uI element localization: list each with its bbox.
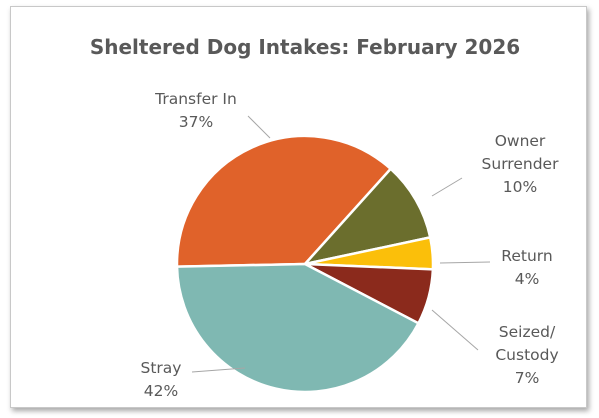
value-label: 10% (502, 177, 538, 196)
pie-slice (301, 167, 432, 267)
leader-line (247, 115, 271, 139)
leader-line (191, 367, 246, 373)
leader-line (439, 261, 491, 264)
category-label: Owner Surrender (481, 131, 559, 173)
category-label: Seized/ Custody (495, 322, 559, 364)
data-label: Owner Surrender 10% (465, 130, 575, 199)
value-label: 4% (514, 270, 540, 288)
data-label: Return 4% (487, 245, 567, 291)
value-label: 37% (178, 113, 214, 131)
data-label: Transfer In 37% (131, 88, 261, 134)
leader-line (431, 309, 479, 351)
pie-slice (175, 262, 421, 394)
value-label: 42% (143, 382, 179, 400)
category-label: Stray (140, 359, 182, 377)
value-label: 7% (514, 368, 540, 387)
leader-line (431, 177, 463, 197)
category-label: Return (501, 247, 553, 265)
data-label: Stray 42% (121, 357, 201, 403)
chart-title: Sheltered Dog Intakes: February 2026 (89, 35, 521, 59)
category-label: Transfer In (155, 90, 237, 108)
pie-slice (175, 134, 393, 268)
data-label: Seized/ Custody 7% (482, 321, 572, 390)
